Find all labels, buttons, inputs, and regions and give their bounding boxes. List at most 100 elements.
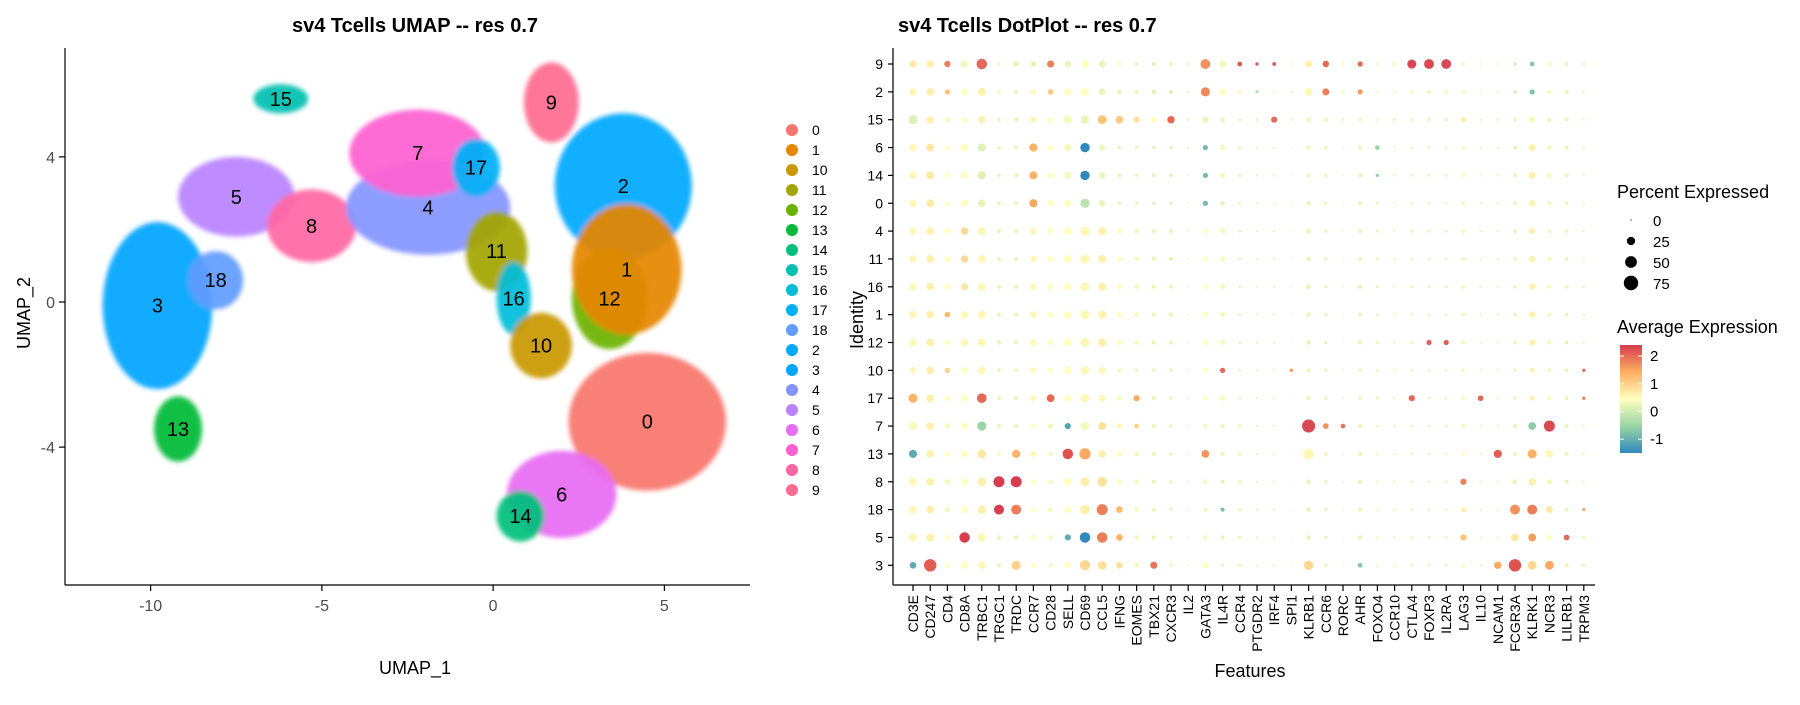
dot-10-TBX21 xyxy=(1152,368,1156,373)
dot-9-CCL5 xyxy=(1098,60,1106,68)
dot-5-TRBC1 xyxy=(977,533,987,542)
dot-17-CCR7 xyxy=(1030,395,1037,402)
dot-6-GATA3 xyxy=(1202,144,1209,151)
dot-7-CD247 xyxy=(926,422,935,430)
dot-12-CCR7 xyxy=(1030,339,1037,346)
dot-6-CCR7 xyxy=(1029,143,1038,152)
dot-12-TRDC xyxy=(1014,340,1019,345)
dot-11-SPI1 xyxy=(1290,258,1293,260)
dot-2-FOXP3 xyxy=(1426,89,1432,94)
dot-1-AHR xyxy=(1358,312,1363,317)
dot-9-KLRB1 xyxy=(1305,60,1313,68)
dot-11-IFNG xyxy=(1116,256,1123,262)
dot-1-FOXO4 xyxy=(1375,313,1379,317)
umap-cluster-cloud-17 xyxy=(452,138,500,197)
dot-8-SELL xyxy=(1064,478,1072,486)
legend-label-1: 1 xyxy=(812,142,820,158)
dot-4-GATA3 xyxy=(1202,228,1209,234)
dot-2-PTGDR2 xyxy=(1255,90,1259,94)
dot-3-KLRK1 xyxy=(1527,560,1537,570)
legend-swatch-10 xyxy=(786,164,798,176)
dot-16-TRPM3 xyxy=(1582,285,1585,288)
dot-10-CD247 xyxy=(926,366,935,375)
feature-label-LAG3: LAG3 xyxy=(1455,595,1471,631)
dot-8-CD4 xyxy=(944,479,951,485)
dot-0-KLRB1 xyxy=(1306,201,1311,206)
dot-6-CD4 xyxy=(944,144,951,151)
dot-15-FOXO4 xyxy=(1376,118,1379,121)
identity-label-12: 12 xyxy=(867,335,883,351)
dot-4-IRF4 xyxy=(1273,229,1276,233)
dot-6-CD28 xyxy=(1047,144,1054,151)
dot-9-IL2 xyxy=(1187,62,1190,66)
dot-14-SPI1 xyxy=(1290,174,1293,177)
dot-17-CCR10 xyxy=(1393,397,1396,400)
dot-8-TRGC1 xyxy=(993,476,1005,488)
dot-13-CCR4 xyxy=(1238,452,1242,456)
dot-0-AHR xyxy=(1358,201,1363,206)
dot-7-IL4R xyxy=(1220,424,1225,429)
dot-8-LAG3 xyxy=(1460,478,1467,485)
dot-5-CD4 xyxy=(944,534,951,541)
dot-6-IL10 xyxy=(1479,146,1482,149)
dot-1-TBX21 xyxy=(1151,312,1156,317)
dot-4-CD28 xyxy=(1047,228,1054,234)
dot-3-TRPM3 xyxy=(1582,563,1586,567)
legend-label-18: 18 xyxy=(812,322,828,338)
dot-17-NCR3 xyxy=(1547,396,1552,401)
umap-cluster-cloud-5 xyxy=(178,156,295,237)
dot-1-CD4 xyxy=(944,311,951,318)
feature-label-TBX21: TBX21 xyxy=(1146,595,1162,638)
dot-7-CD28 xyxy=(1047,423,1054,429)
dot-8-CD247 xyxy=(926,477,935,486)
dot-16-NCAM1 xyxy=(1496,285,1499,288)
legend-swatch-17 xyxy=(786,304,798,316)
dot-9-RORC xyxy=(1340,61,1346,67)
dot-14-CCR10 xyxy=(1393,174,1396,177)
dot-18-CCR4 xyxy=(1238,507,1242,512)
dot-3-GATA3 xyxy=(1202,562,1209,569)
dot-8-IL4R xyxy=(1220,479,1225,484)
dot-12-CXCR3 xyxy=(1168,340,1174,345)
dot-13-FOXP3 xyxy=(1427,452,1431,456)
dot-17-PTGDR2 xyxy=(1255,397,1259,400)
dot-4-TRBC1 xyxy=(977,227,986,236)
dot-9-GATA3 xyxy=(1200,59,1211,69)
dot-5-IL10 xyxy=(1479,536,1482,539)
dot-12-CTLA4 xyxy=(1410,341,1414,344)
dot-6-NCR3 xyxy=(1547,145,1552,150)
dot-0-IL10 xyxy=(1479,202,1482,205)
dot-11-KLRK1 xyxy=(1529,255,1536,263)
dot-8-EOMES xyxy=(1134,479,1139,485)
dot-4-CCR4 xyxy=(1238,229,1242,233)
dot-7-CCL5 xyxy=(1098,422,1107,430)
dot-8-IFNG xyxy=(1116,479,1123,485)
dot-14-CCR4 xyxy=(1238,173,1242,178)
dotplot-feature-labels: CD3E CD247 CD4 CD8A TRBC1 TRGC1 TRDC CCR7 CD28 SE… xyxy=(905,585,1592,652)
dot-2-CD247 xyxy=(926,87,935,96)
umap-y-tick-label: -4 xyxy=(41,440,55,457)
dot-14-IL10 xyxy=(1479,174,1482,177)
dot-18-CTLA4 xyxy=(1410,508,1414,512)
dot-14-CCR6 xyxy=(1324,173,1328,178)
dot-3-CCR7 xyxy=(1031,562,1036,568)
legend-swatch-8 xyxy=(786,464,798,476)
dot-9-CD247 xyxy=(926,60,935,68)
dot-4-TRDC xyxy=(1014,229,1019,234)
dot-5-CCR4 xyxy=(1238,535,1242,540)
dot-6-TRGC1 xyxy=(997,145,1001,150)
dot-8-PTGDR2 xyxy=(1255,480,1259,483)
identity-label-0: 0 xyxy=(875,195,883,211)
dot-11-LAG3 xyxy=(1461,256,1466,261)
dot-13-IRF4 xyxy=(1273,452,1276,456)
dot-12-KLRB1 xyxy=(1306,340,1311,345)
feature-label-CCR7: CCR7 xyxy=(1025,595,1041,633)
identity-label-7: 7 xyxy=(875,418,883,434)
dot-15-PTGDR2 xyxy=(1255,118,1259,122)
dot-2-LILRB1 xyxy=(1564,89,1569,94)
umap-cluster-cloud-0 xyxy=(568,352,727,491)
dot-16-CCR6 xyxy=(1324,285,1328,289)
legend-label-10: 10 xyxy=(812,162,828,178)
dot-18-TBX21 xyxy=(1151,507,1156,512)
dot-12-CD8A xyxy=(960,338,969,347)
